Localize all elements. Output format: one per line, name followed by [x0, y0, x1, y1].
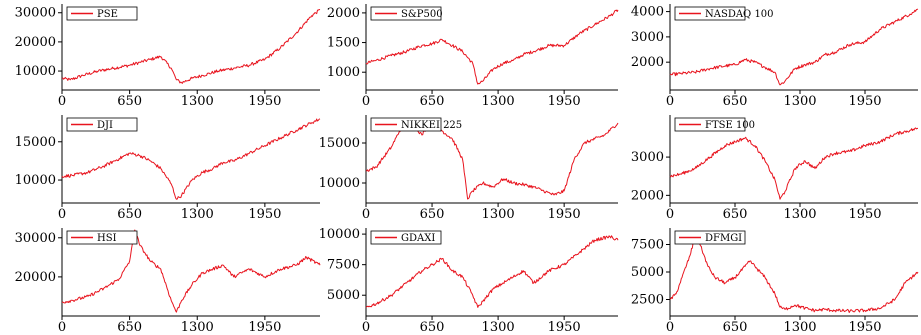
legend-box [370, 230, 442, 245]
x-tick-label: 0 [666, 94, 674, 109]
y-tick-label: 2000 [327, 6, 360, 21]
legend-box [66, 117, 138, 132]
x-tick-label: 1300 [783, 94, 816, 109]
y-tick-label: 7500 [631, 238, 664, 253]
legend-label: PSE [97, 9, 118, 20]
x-tick-label: 1950 [248, 94, 281, 109]
legend-box [674, 117, 746, 132]
x-tick-label: 1950 [248, 320, 281, 335]
chart-panel-5: 10000 15000 0 650 1300 1950 NIKKEI 225 [319, 115, 619, 222]
legend-box [66, 230, 138, 245]
y-tick-label: 3000 [631, 150, 664, 165]
x-tick-label: 1300 [181, 94, 214, 109]
x-tick-label: 1300 [482, 320, 515, 335]
legend-box [370, 117, 442, 132]
chart-panel-6: 2000 3000 0 650 1300 1950 FTSE 100 [631, 115, 918, 222]
y-tick-label: 20000 [15, 270, 56, 285]
x-tick-label: 0 [58, 320, 66, 335]
chart-panel-9: 2500 5000 7500 0 650 1300 1950 DFMGI [631, 228, 919, 335]
x-tick-label: 1300 [783, 320, 816, 335]
series-line [365, 9, 619, 85]
x-tick-label: 0 [362, 207, 370, 222]
legend-label: S&P500 [401, 9, 443, 20]
series-line [61, 118, 321, 200]
x-tick-label: 0 [58, 94, 66, 109]
x-tick-label: 1950 [848, 207, 881, 222]
y-tick-label: 2000 [631, 55, 664, 70]
series-line [669, 233, 919, 313]
legend-label: HSI [97, 233, 117, 244]
chart-panel-1: 10000 20000 30000 0 650 1300 1950 PSE [15, 4, 321, 109]
legend-box [66, 6, 138, 21]
x-tick-label: 0 [362, 94, 370, 109]
series-line [669, 127, 918, 200]
chart-panel-7: 20000 30000 0 650 1300 1950 HSI [15, 228, 321, 335]
legend-label: FTSE 100 [705, 120, 755, 131]
series-line [61, 229, 321, 313]
y-tick-label: 10000 [15, 64, 56, 79]
x-tick-label: 1950 [248, 207, 281, 222]
y-tick-label: 10000 [319, 176, 360, 191]
y-tick-label: 7500 [327, 258, 360, 273]
x-tick-label: 650 [117, 320, 142, 335]
y-tick-label: 2500 [631, 293, 664, 308]
legend-label: DFMGI [705, 233, 742, 244]
chart-panel-2: 1000 1500 2000 0 650 1300 1950 S&P500 [327, 4, 619, 109]
x-tick-label: 650 [723, 320, 748, 335]
y-tick-label: 2000 [631, 188, 664, 203]
y-tick-label: 4000 [631, 5, 664, 20]
chart-panel-8: 5000 7500 10000 0 650 1300 1950 GDAXI [319, 227, 619, 335]
chart-panel-4: 10000 15000 0 650 1300 1950 DJI [15, 115, 321, 222]
x-tick-label: 1300 [181, 320, 214, 335]
series-line [669, 8, 919, 86]
x-tick-label: 1950 [548, 207, 581, 222]
x-tick-label: 0 [58, 207, 66, 222]
y-tick-label: 20000 [15, 35, 56, 50]
x-tick-label: 1950 [848, 94, 881, 109]
x-tick-label: 1950 [548, 94, 581, 109]
y-tick-label: 30000 [15, 6, 56, 21]
series-line [61, 9, 321, 84]
legend-label: GDAXI [401, 233, 435, 244]
legend-label: NIKKEI 225 [401, 120, 462, 131]
legend-label: NASDAQ 100 [705, 9, 774, 20]
y-tick-label: 1000 [327, 65, 360, 80]
chart-panel-3: 2000 3000 4000 0 650 1300 1950 NASDAQ 100 [631, 4, 919, 109]
legend-box [674, 230, 746, 245]
x-tick-label: 650 [420, 207, 445, 222]
x-tick-label: 650 [117, 207, 142, 222]
x-tick-label: 0 [362, 320, 370, 335]
y-tick-label: 5000 [631, 265, 664, 280]
y-tick-label: 15000 [319, 136, 360, 151]
x-tick-label: 650 [723, 94, 748, 109]
x-tick-label: 650 [420, 94, 445, 109]
y-tick-label: 30000 [15, 231, 56, 246]
y-tick-label: 1500 [327, 36, 360, 51]
x-tick-label: 1950 [548, 320, 581, 335]
x-tick-label: 1300 [482, 207, 515, 222]
x-tick-label: 1300 [181, 207, 214, 222]
y-tick-label: 5000 [327, 288, 360, 303]
y-tick-label: 10000 [319, 227, 360, 242]
x-tick-label: 650 [723, 207, 748, 222]
legend-box [674, 6, 746, 21]
x-tick-label: 0 [666, 320, 674, 335]
x-tick-label: 1300 [783, 207, 816, 222]
x-tick-label: 0 [666, 207, 674, 222]
legend-box [370, 6, 442, 21]
y-tick-label: 15000 [15, 135, 56, 150]
series-line [365, 235, 619, 308]
legend-label: DJI [97, 120, 113, 131]
y-tick-label: 10000 [15, 173, 56, 188]
x-tick-label: 1300 [482, 94, 515, 109]
x-tick-label: 1950 [848, 320, 881, 335]
x-tick-label: 650 [117, 94, 142, 109]
y-tick-label: 3000 [631, 30, 664, 45]
x-tick-label: 650 [420, 320, 445, 335]
